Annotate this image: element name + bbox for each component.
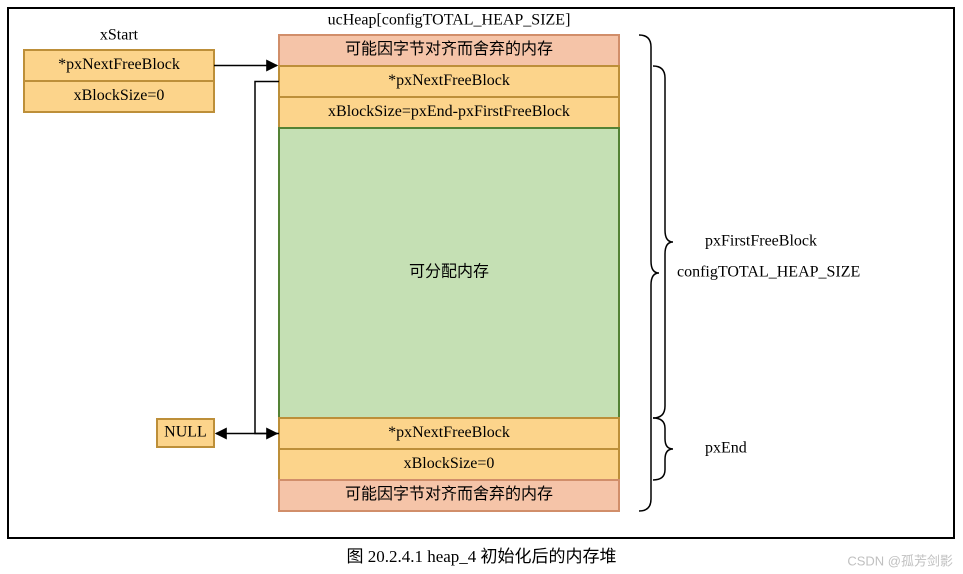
- heap-title: ucHeap[configTOTAL_HEAP_SIZE]: [328, 12, 571, 29]
- heap-row-label: 可分配内存: [409, 263, 489, 281]
- null-label: NULL: [164, 424, 207, 441]
- heap-row-label: 可能因字节对齐而舍弃的内存: [345, 40, 553, 58]
- xstart-title: xStart: [100, 27, 139, 44]
- heap-row-label: 可能因字节对齐而舍弃的内存: [345, 485, 553, 503]
- watermark: CSDN @孤芳剑影: [847, 553, 953, 568]
- xstart-cell-label: *pxNextFreeBlock: [58, 56, 180, 73]
- brace-label: pxFirstFreeBlock: [705, 233, 817, 250]
- heap-row-label: xBlockSize=0: [404, 455, 495, 472]
- heap-row-label: *pxNextFreeBlock: [388, 424, 510, 441]
- brace-label: configTOTAL_HEAP_SIZE: [677, 264, 860, 281]
- figure-caption: 图 20.2.4.1 heap_4 初始化后的内存堆: [346, 547, 616, 566]
- xstart-cell-label: xBlockSize=0: [74, 87, 165, 104]
- brace-label: pxEnd: [705, 440, 747, 457]
- heap-row-label: *pxNextFreeBlock: [388, 72, 510, 89]
- heap-row-label: xBlockSize=pxEnd-pxFirstFreeBlock: [328, 103, 570, 120]
